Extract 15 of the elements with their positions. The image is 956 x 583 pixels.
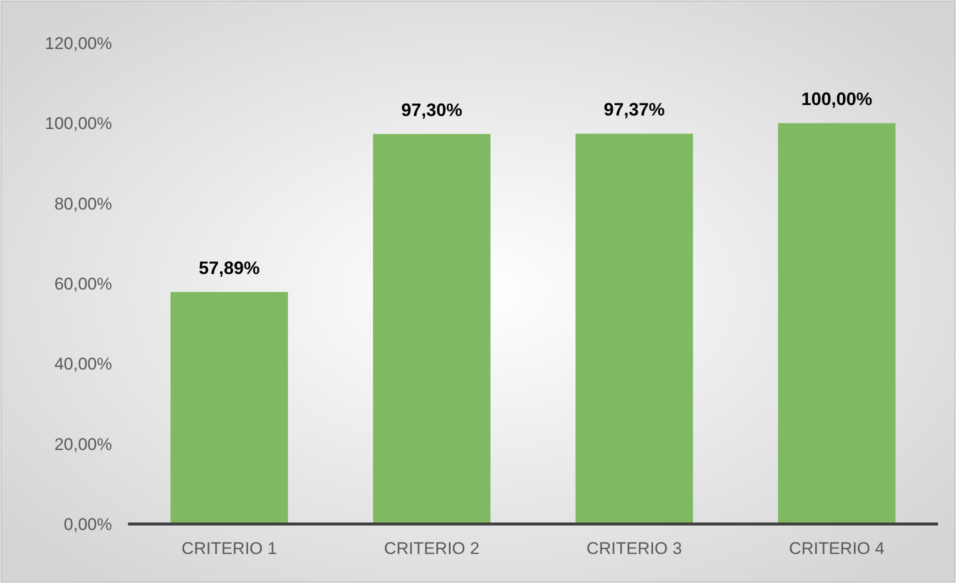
y-tick-label: 0,00% xyxy=(64,514,112,534)
data-label: 97,30% xyxy=(401,100,462,120)
x-tick-label: CRITERIO 2 xyxy=(384,539,480,558)
y-tick-label: 120,00% xyxy=(44,34,112,53)
x-tick-label: CRITERIO 1 xyxy=(182,539,277,558)
y-tick-label: 100,00% xyxy=(44,114,112,134)
data-label: 100,00% xyxy=(801,89,872,110)
x-tick-label: CRITERIO 4 xyxy=(789,539,884,558)
data-label: 97,37% xyxy=(604,100,665,120)
data-label: 57,89% xyxy=(198,258,260,278)
y-tick-label: 60,00% xyxy=(54,274,112,294)
y-tick-label: 40,00% xyxy=(54,354,112,374)
y-tick-label: 80,00% xyxy=(54,194,112,214)
x-tick-label: CRITERIO 3 xyxy=(586,539,682,558)
y-tick-label: 20,00% xyxy=(54,434,112,454)
